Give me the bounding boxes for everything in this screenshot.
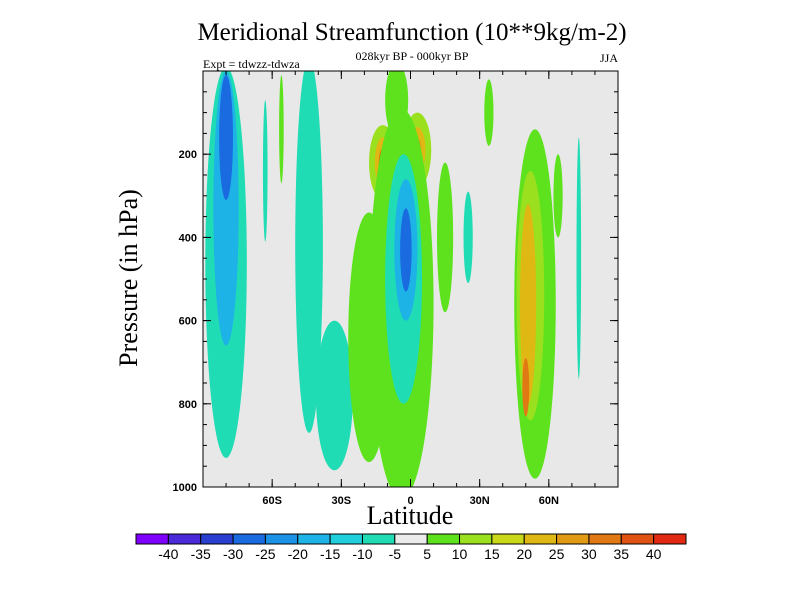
colorbar-swatch [556,533,590,545]
contour-region-4 [262,100,268,242]
x-tick-label: 30N [470,495,490,507]
colorbar-label: -10 [352,546,372,562]
chart-title: Meridional Streamfunction (10**9kg/m-2) [197,19,626,46]
y-tick-label: 600 [179,316,197,328]
contour-region-26 [553,154,563,238]
colorbar-swatch [426,533,461,545]
contour-region-25 [522,358,530,417]
contour-region-27 [576,137,582,379]
colorbar-swatch [653,533,687,545]
colorbar-swatch [361,533,396,545]
colorbar-label: 40 [646,546,662,562]
y-tick-label: 200 [179,149,197,161]
y-tick-label: 800 [179,399,197,411]
colorbar-label: 25 [549,546,565,562]
colorbar-label: -20 [288,546,308,562]
colorbar-label: 5 [423,546,431,562]
colorbar-label: -35 [191,546,211,562]
contour-region-19 [437,162,454,313]
contour-region-24 [520,204,537,404]
colorbar-swatch [200,533,234,545]
x-tick-label: 0 [407,495,413,507]
colorbar-swatch [491,533,525,545]
colorbar-swatch [459,533,493,545]
colorbar-label: 15 [484,546,500,562]
colorbar-label: -40 [158,546,178,562]
colorbar-label: 30 [581,546,597,562]
x-tick-label: 30S [332,495,352,507]
colorbar-label: -30 [223,546,243,562]
contour-region-6 [315,320,353,471]
colorbar-swatch [523,533,558,545]
x-axis-label: Latitude [367,501,454,530]
contour-region-5 [295,71,323,433]
chart-subtitle-experiment: Expt = tdwzz-tdwza [203,57,300,71]
colorbar-label: 10 [452,546,468,562]
colorbar-label: -5 [389,546,402,562]
contour-region-2 [219,75,233,200]
colorbar-swatch [329,533,363,545]
colorbar-label: -15 [320,546,340,562]
colorbar-swatch [394,533,428,545]
contour-fills [205,71,582,487]
contour-region-21 [484,79,494,146]
colorbar: -40 -35 -30 -25 -20 -15 -10 -5 5 10 15 20 25 30 35 40 [135,533,687,562]
axis-ticks: 60S 30S 0 30N 60N 200 400 600 800 1000 [173,71,618,507]
y-tick-label: 1000 [173,482,197,494]
colorbar-label: 20 [516,546,532,562]
colorbar-swatch [620,533,655,545]
y-axis-label: Pressure (in hPa) [114,189,143,367]
colorbar-swatch [297,533,331,545]
chart-subtitle-period: 028kyr BP - 000kyr BP [356,49,469,63]
x-tick-label: 60N [539,495,559,507]
colorbar-label: 35 [614,546,630,562]
colorbar-swatch [232,533,266,545]
contour-region-3 [279,75,284,184]
colorbar-label: -25 [255,546,275,562]
colorbar-swatch [135,533,169,545]
colorbar-swatch [264,533,299,545]
contour-region-18 [400,208,412,292]
contour-region-20 [463,191,473,284]
y-tick-label: 400 [179,232,197,244]
colorbar-swatch [167,533,202,545]
chart-subtitle-season: JJA [600,51,618,65]
colorbar-swatch [588,533,622,545]
x-tick-label: 60S [262,495,282,507]
